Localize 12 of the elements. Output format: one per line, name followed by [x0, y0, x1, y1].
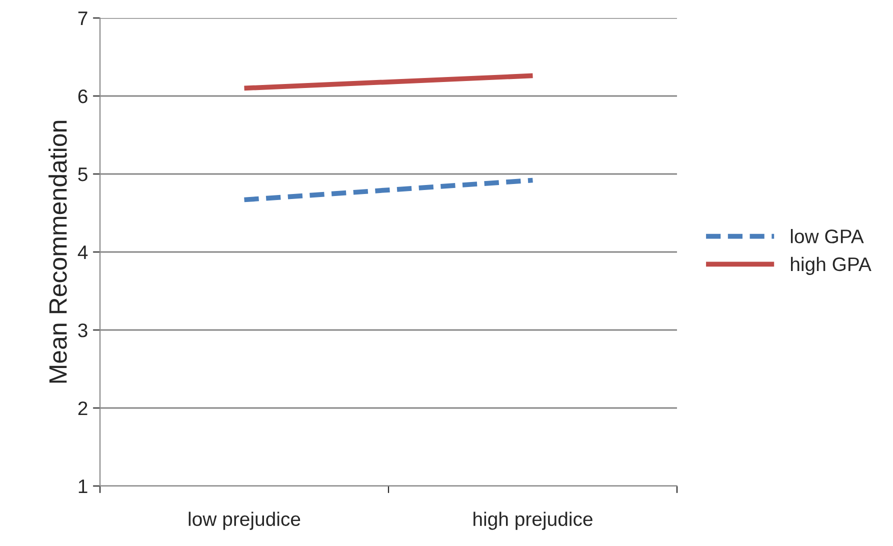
x-tick-label: high prejudice: [474, 512, 592, 530]
legend-label: low GPA: [790, 229, 864, 244]
x-tick-label: low prejudice: [188, 512, 300, 530]
y-tick-label: 3: [78, 323, 88, 338]
y-tick-label: 2: [78, 401, 88, 416]
y-tick-label: 7: [78, 12, 88, 26]
legend-label: high GPA: [791, 256, 872, 275]
y-tick-label: 4: [78, 246, 88, 260]
y-tick-label: 5: [78, 168, 88, 182]
y-axis-title: Mean Recommendation: [48, 120, 67, 383]
y-tick-label: 6: [78, 89, 88, 104]
y-tick-label: 1: [78, 480, 88, 494]
